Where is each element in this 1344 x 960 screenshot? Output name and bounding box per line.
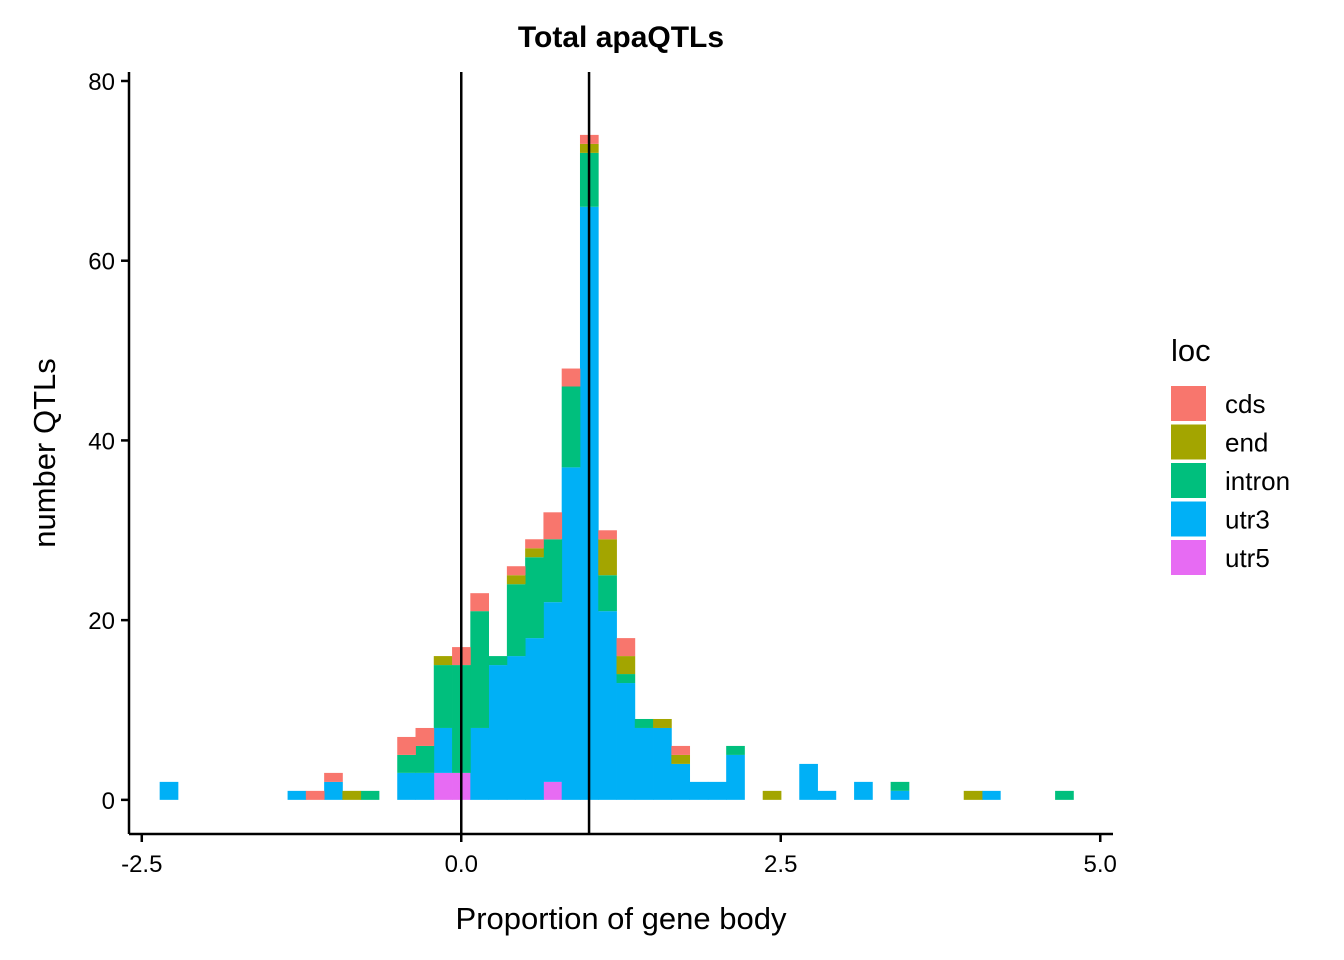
bar-intron-13 <box>397 754 416 773</box>
bar-cds-17 <box>470 593 489 612</box>
bar-cds-25 <box>616 638 636 657</box>
legend-label-cds: cds <box>1225 389 1265 419</box>
bar-utr3-17 <box>470 727 489 800</box>
bar-utr3-28 <box>671 763 691 800</box>
bar-cds-24 <box>598 530 617 540</box>
bar-utr3-38 <box>854 781 873 800</box>
bar-end-15 <box>433 656 453 666</box>
bar-end-19 <box>506 575 526 585</box>
bar-end-25 <box>616 656 636 675</box>
bar-utr3-9 <box>324 781 343 800</box>
bar-utr3-13 <box>397 772 416 800</box>
bar-cds-22 <box>561 368 581 387</box>
legend-title: loc <box>1171 333 1211 368</box>
x-axis-title: Proportion of gene body <box>456 901 787 936</box>
x-axis-ticks: -2.5 0.0 2.5 5.0 <box>121 834 1117 878</box>
y-tick-label: 20 <box>88 608 115 635</box>
bar-intron-26 <box>634 718 654 728</box>
legend-swatch-intron <box>1171 463 1206 498</box>
bar-intron-21 <box>543 539 563 603</box>
y-tick-label: 0 <box>102 788 115 815</box>
bar-utr3-30 <box>707 781 727 800</box>
bar-intron-24 <box>598 575 617 612</box>
bar-intron-15 <box>433 665 453 728</box>
bar-cds-9 <box>324 772 343 782</box>
bar-utr3-40 <box>890 790 910 800</box>
bar-utr3-0 <box>159 781 179 800</box>
bar-utr3-25 <box>616 683 636 800</box>
bar-utr5-21 <box>543 781 563 800</box>
bar-end-28 <box>671 754 691 764</box>
y-axis-ticks: 0 20 40 60 80 <box>88 69 129 815</box>
reference-lines <box>460 72 591 834</box>
legend-swatch-end <box>1171 424 1206 460</box>
legend-label-intron: intron <box>1225 466 1290 496</box>
bar-utr3-20 <box>525 638 544 800</box>
bar-utr5-15 <box>433 772 453 800</box>
bar-utr3-26 <box>634 727 654 800</box>
bar-utr3-19 <box>506 656 526 800</box>
y-axis-title: number QTLs <box>27 358 62 548</box>
legend-swatch-utr3 <box>1171 501 1206 537</box>
bar-utr3-36 <box>817 790 837 800</box>
bar-cds-20 <box>525 539 544 549</box>
bar-cds-13 <box>397 736 416 755</box>
legend-swatch-cds <box>1171 386 1206 421</box>
bar-utr3-29 <box>689 781 709 800</box>
bar-intron-14 <box>415 745 435 773</box>
legend-swatch-utr5 <box>1171 540 1206 575</box>
bar-cds-14 <box>415 727 435 746</box>
bar-intron-11 <box>360 790 380 800</box>
bar-end-33 <box>762 790 782 800</box>
bar-cds-19 <box>506 566 526 576</box>
bar-utr3-7 <box>287 790 307 800</box>
y-tick-label: 80 <box>88 69 115 96</box>
chart-title: Total apaQTLs <box>518 21 724 54</box>
y-tick-label: 60 <box>88 249 115 276</box>
bar-intron-31 <box>726 745 745 755</box>
bar-intron-17 <box>470 611 489 728</box>
bar-intron-18 <box>488 656 508 666</box>
x-tick-label: 0.0 <box>445 851 478 878</box>
legend-label-utr5: utr5 <box>1225 543 1270 573</box>
bar-intron-49 <box>1055 790 1074 800</box>
bar-end-10 <box>342 790 362 800</box>
bar-utr3-31 <box>726 754 745 800</box>
bar-intron-19 <box>506 584 526 657</box>
bar-intron-40 <box>890 781 910 791</box>
bar-utr3-22 <box>561 467 581 800</box>
x-tick-label: -2.5 <box>121 851 162 878</box>
x-tick-label: 2.5 <box>764 851 797 878</box>
bar-utr3-14 <box>415 772 435 800</box>
bar-utr3-15 <box>433 727 453 773</box>
bar-intron-22 <box>561 386 581 468</box>
legend-items: cds end intron utr3 utr5 <box>1171 386 1290 575</box>
bar-utr3-27 <box>653 727 672 800</box>
bar-end-44 <box>963 790 983 800</box>
bars-layer <box>159 134 1074 800</box>
legend: loc cds end intron utr3 utr5 <box>1171 333 1290 575</box>
x-tick-label: 5.0 <box>1084 851 1117 878</box>
bar-utr3-45 <box>982 790 1001 800</box>
bar-utr3-24 <box>598 611 617 800</box>
bar-intron-25 <box>616 674 636 684</box>
bar-cds-8 <box>305 790 325 800</box>
bar-end-24 <box>598 539 617 576</box>
bar-utr3-18 <box>488 665 508 800</box>
legend-label-utr3: utr3 <box>1225 505 1270 535</box>
bar-utr3-35 <box>799 763 818 800</box>
bar-end-20 <box>525 548 544 558</box>
bar-end-27 <box>653 718 672 728</box>
bar-intron-20 <box>525 557 544 639</box>
bar-utr3-21 <box>543 602 563 782</box>
bar-cds-21 <box>543 512 563 540</box>
bar-cds-28 <box>671 745 691 755</box>
y-tick-label: 40 <box>88 428 115 455</box>
legend-label-end: end <box>1225 428 1268 458</box>
